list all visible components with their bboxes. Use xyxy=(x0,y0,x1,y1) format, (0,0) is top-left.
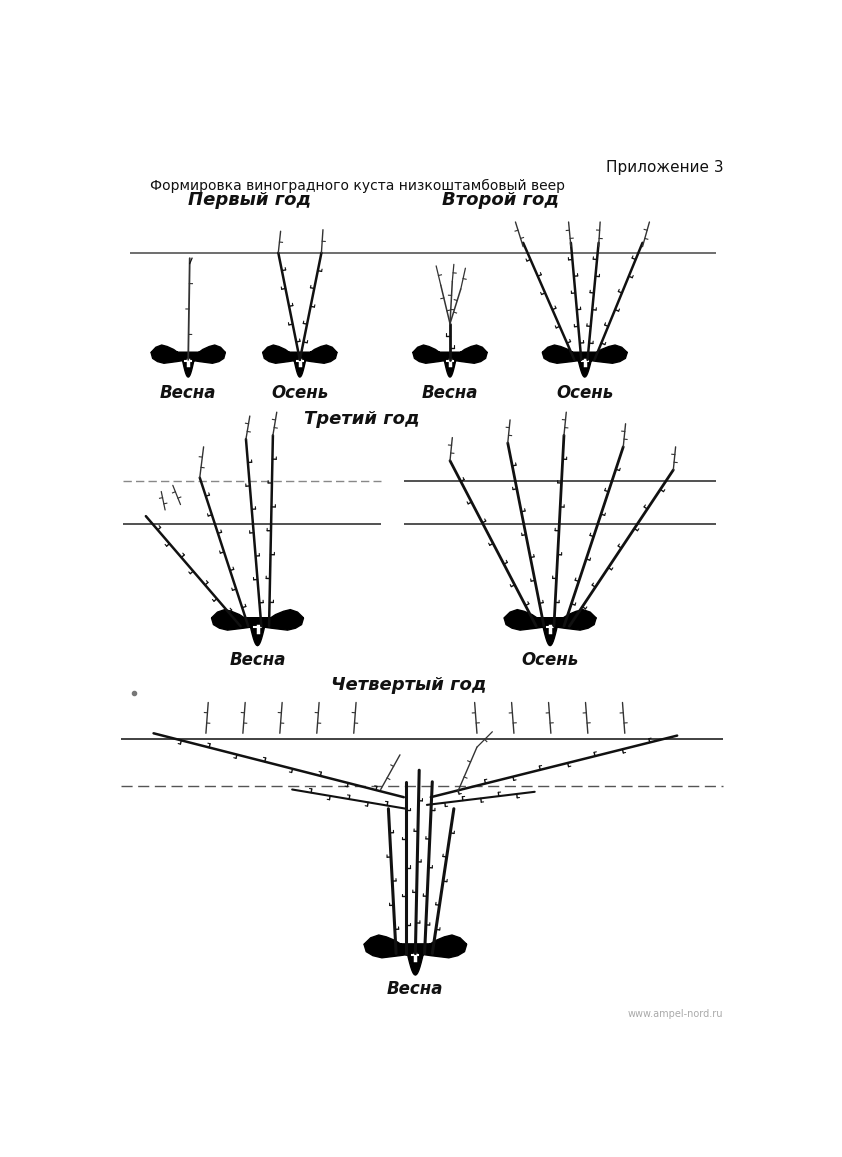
Text: Осень: Осень xyxy=(521,651,578,669)
Text: Второй год: Второй год xyxy=(442,191,559,209)
Polygon shape xyxy=(263,345,337,377)
Text: www.ampel-nord.ru: www.ampel-nord.ru xyxy=(628,1009,723,1019)
Text: Осень: Осень xyxy=(271,384,328,401)
Text: Весна: Весна xyxy=(422,384,478,401)
Text: Приложение 3: Приложение 3 xyxy=(605,161,723,176)
Text: Формировка виноградного куста низкоштамбовый веер: Формировка виноградного куста низкоштамб… xyxy=(150,179,565,193)
Text: Осень: Осень xyxy=(556,384,613,401)
Text: Весна: Весна xyxy=(160,384,216,401)
Text: Весна: Весна xyxy=(229,651,285,669)
Text: Первый год: Первый год xyxy=(189,191,312,209)
Polygon shape xyxy=(542,345,627,377)
Polygon shape xyxy=(151,345,226,377)
Text: Третий год: Третий год xyxy=(304,410,419,428)
Polygon shape xyxy=(211,610,304,646)
Text: Весна: Весна xyxy=(387,980,444,997)
Polygon shape xyxy=(413,345,488,377)
Text: Четвертый год: Четвертый год xyxy=(331,677,486,694)
Polygon shape xyxy=(504,610,596,646)
Polygon shape xyxy=(364,935,466,975)
